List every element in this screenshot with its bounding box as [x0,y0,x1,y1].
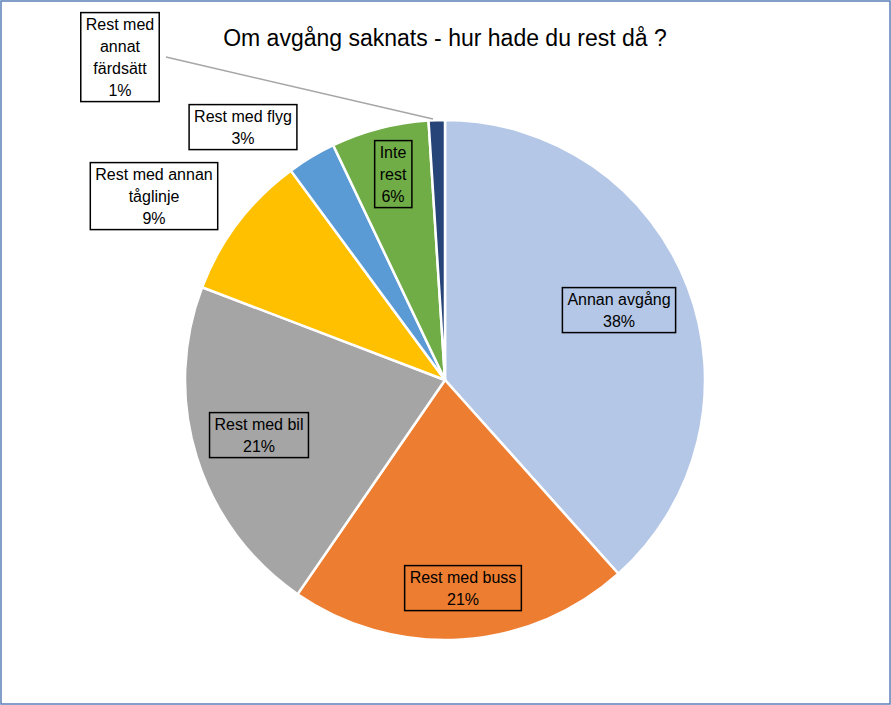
label-category: Rest med bil [215,416,304,433]
label-box [562,288,675,333]
label-category: Rest med buss [410,569,517,586]
label-box [210,413,309,458]
chart-container: Om avgång saknats - hur hade du rest då … [0,0,891,705]
label-category: Rest medannatfärdsätt [86,16,154,77]
pie-slice [333,121,445,380]
label-value: 6% [381,188,404,205]
chart-title: Om avgång saknats - hur hade du rest då … [223,25,667,51]
data-label: Rest med flyg 3% [189,105,297,150]
chart-svg: Om avgång saknats - hur hade du rest då … [0,0,891,705]
label-value: 9% [142,210,165,227]
label-value: 1% [108,82,131,99]
chart-frame [1,1,890,704]
data-label: Rest med annantåglinje 9% [90,163,217,230]
label-category: Rest med annantåglinje [95,166,212,205]
label-box [90,163,217,230]
label-box [375,141,412,208]
slices [185,120,705,640]
label-box [189,105,297,150]
label-value: 21% [243,438,275,455]
label-box [81,13,159,102]
data-label: Rest medannatfärdsätt 1% [81,13,159,102]
data-label: Annan avgång 38% [562,288,675,333]
label-box [405,566,522,611]
label-category: Interest [380,144,407,183]
label-category: Annan avgång [567,291,670,308]
label-category: Rest med flyg [194,108,292,125]
data-label: Interest 6% [375,141,412,208]
data-label: Rest med bil 21% [210,413,309,458]
label-value: 3% [231,130,254,147]
label-value: 38% [603,313,635,330]
pie-slice [429,120,445,380]
label-value: 21% [447,591,479,608]
data-label: Rest med buss 21% [405,566,522,611]
